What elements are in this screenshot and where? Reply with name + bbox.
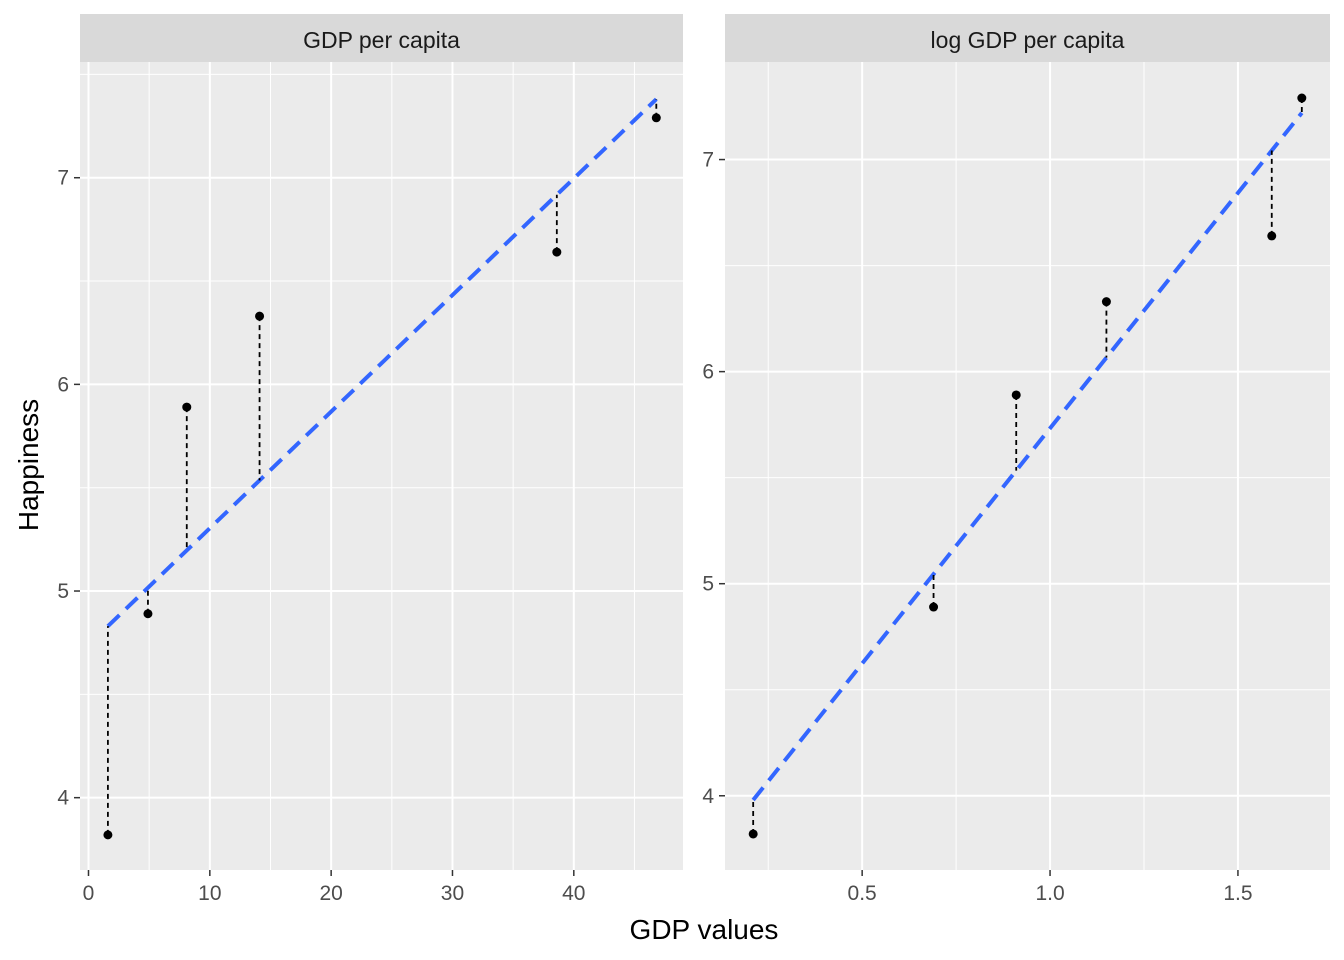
x-tick-label: 10 [198,882,221,905]
data-point [929,602,939,612]
data-point [182,402,192,412]
data-point [651,113,661,123]
x-tick-label: 20 [319,882,342,905]
y-tick-label: 7 [57,167,69,190]
data-point [1101,297,1111,307]
y-tick-label: 6 [57,373,69,396]
panel-background [725,62,1330,870]
facet-strip [725,14,1330,62]
data-point [255,311,265,321]
y-tick-label: 4 [702,785,714,808]
facet-strip-label: log GDP per capita [931,27,1125,53]
x-tick-label: 40 [562,882,585,905]
x-tick-label: 1.0 [1035,882,1064,905]
y-axis-title: Happiness [13,399,44,531]
facet-strip [80,14,683,62]
facet-panel-2: log GDP per capita 0.5 1.0 1.5 4 5 6 7 [702,14,1330,905]
y-tick-label: 5 [57,580,69,603]
data-point [1267,231,1277,241]
x-tick-label: 30 [441,882,464,905]
data-point [748,829,758,839]
x-axis-title: GDP values [630,914,779,945]
facet-strip-label: GDP per capita [303,27,460,53]
data-point [1297,93,1307,103]
data-point [103,830,113,840]
x-tick-label: 0 [83,882,95,905]
data-point [143,609,153,619]
x-tick-label: 0.5 [848,882,877,905]
panel-background [80,62,683,870]
facet-panel-1: GDP per capita 0 10 20 30 40 4 5 6 7 [57,14,683,905]
y-tick-label: 4 [57,787,69,810]
regression-line [106,97,658,628]
data-point [552,247,562,257]
y-tick-label: 6 [702,361,714,384]
y-tick-label: 7 [702,149,714,172]
y-tick-label: 5 [702,573,714,596]
x-tick-label: 1.5 [1223,882,1252,905]
regression-line [751,111,1304,802]
data-point [1011,390,1021,400]
